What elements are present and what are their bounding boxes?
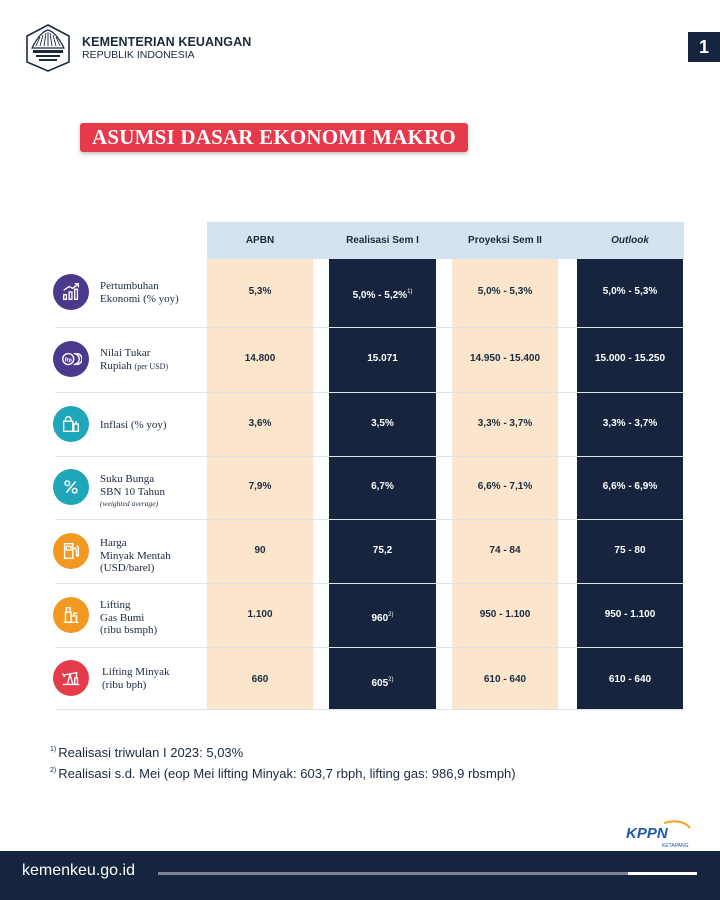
column-outlook — [577, 259, 683, 709]
gas-well-icon — [53, 597, 89, 633]
cell-realisasi: 9602) — [371, 612, 394, 624]
cell-realisasi: 75,2 — [372, 545, 393, 556]
row-divider — [55, 583, 683, 584]
cell-outlook: 5,0% - 5,3% — [602, 286, 658, 297]
cell-outlook: 75 - 80 — [614, 545, 646, 556]
cell-apbn: 5,3% — [248, 286, 272, 297]
svg-text:KETAPANG: KETAPANG — [662, 843, 689, 849]
svg-text:Rp: Rp — [65, 357, 73, 363]
cell-proyeksi: 6,6% - 7,1% — [477, 481, 533, 492]
cell-realisasi: 15.071 — [367, 353, 398, 364]
table-header — [207, 222, 684, 259]
oil-pump-jack-icon — [53, 660, 89, 696]
cell-apbn: 1.100 — [247, 609, 273, 620]
footer-url[interactable]: kemenkeu.go.id — [22, 862, 135, 879]
column-realisasi — [329, 259, 436, 709]
org-subtitle: REPUBLIK INDONESIA — [82, 49, 195, 62]
fuel-pump-icon — [53, 533, 89, 569]
cell-outlook: 3,3% - 3,7% — [602, 418, 658, 429]
page-number: 1 — [688, 32, 720, 62]
row-divider — [55, 709, 683, 710]
cell-proyeksi: 950 - 1.100 — [479, 609, 531, 620]
cell-proyeksi: 14.950 - 15.400 — [469, 353, 541, 364]
cell-apbn: 3,6% — [248, 418, 272, 429]
cell-apbn: 90 — [254, 545, 266, 556]
percent-icon — [53, 469, 89, 505]
row-label-nilai-tukar: Nilai Tukar Rupiah (per USD) — [100, 347, 169, 372]
footer-progress-indicator — [628, 872, 697, 875]
row-label-suku-bunga: Suku Bunga SBN 10 Tahun (weighted averag… — [100, 473, 166, 508]
row-divider — [55, 519, 683, 520]
row-divider — [55, 327, 683, 328]
cell-proyeksi: 610 - 640 — [483, 674, 527, 685]
cell-apbn: 7,9% — [248, 481, 272, 492]
footer-progress-track — [158, 872, 697, 875]
column-header-outlook: Outlook — [611, 235, 649, 246]
footer — [0, 851, 720, 900]
kppn-logo: KPPN KETAPANG — [626, 820, 691, 849]
currency-exchange-icon: Rp — [53, 341, 89, 377]
row-divider — [55, 456, 683, 457]
cell-outlook: 950 - 1.100 — [604, 609, 656, 620]
row-divider — [55, 647, 683, 648]
cell-outlook: 15.000 - 15.250 — [594, 353, 666, 364]
page-title: ASUMSI DASAR EKONOMI MAKRO — [80, 123, 468, 152]
cell-apbn: 660 — [251, 674, 269, 685]
row-label-harga-minyak: Harga Minyak Mentah (USD/barel) — [100, 537, 171, 574]
svg-text:KPPN: KPPN — [626, 825, 669, 842]
cell-realisasi: 5,0% - 5,2%1) — [352, 289, 413, 301]
column-proyeksi — [452, 259, 558, 709]
footnote-1: 1) Realisasi triwulan I 2023: 5,03% — [50, 745, 244, 760]
kemenkeu-logo — [26, 24, 70, 72]
cell-proyeksi: 74 - 84 — [489, 545, 521, 556]
cell-outlook: 6,6% - 6,9% — [602, 481, 658, 492]
row-label-pertumbuhan: Pertumbuhan Ekonomi (% yoy) — [100, 280, 179, 305]
org-name: KEMENTERIAN KEUANGAN — [82, 34, 252, 49]
cell-realisasi: 6052) — [371, 677, 394, 689]
header: KEMENTERIAN KEUANGAN REPUBLIK INDONESIA — [22, 22, 251, 74]
column-header-apbn: APBN — [245, 235, 275, 246]
growth-chart-icon — [53, 274, 89, 310]
column-header-proyeksi: Proyeksi Sem II — [468, 235, 542, 246]
cell-outlook: 610 - 640 — [608, 674, 652, 685]
footnotes: 1) Realisasi triwulan I 2023: 5,03% 2) Rea… — [50, 741, 516, 783]
row-label-lifting-minyak: Lifting Minyak (ribu bph) — [102, 666, 170, 691]
row-label-inflasi: Inflasi (% yoy) — [100, 419, 167, 431]
row-divider — [55, 392, 683, 393]
cell-realisasi: 6,7% — [371, 481, 394, 492]
shopping-bag-icon — [53, 406, 89, 442]
row-label-lifting-gas: Lifting Gas Bumi (ribu bsmph) — [100, 599, 158, 636]
cell-realisasi: 3,5% — [371, 418, 394, 429]
column-apbn — [207, 259, 313, 709]
cell-apbn: 14.800 — [244, 353, 276, 364]
footnote-2: 2) Realisasi s.d. Mei (eop Mei lifting Mi… — [50, 766, 516, 781]
column-header-realisasi: Realisasi Sem I — [346, 235, 419, 246]
cell-proyeksi: 5,0% - 5,3% — [477, 286, 533, 297]
cell-proyeksi: 3,3% - 3,7% — [477, 418, 533, 429]
